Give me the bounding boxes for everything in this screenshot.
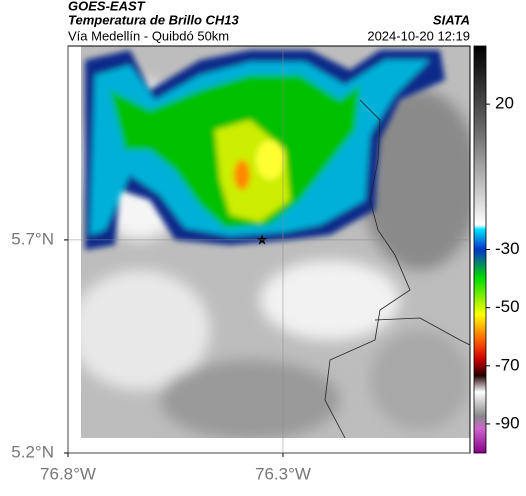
colorbar-tick-label: -90 — [495, 413, 520, 432]
y-tick-label: 5.7°N — [11, 229, 54, 248]
title: GOES-EAST — [68, 0, 146, 13]
route: Vía Medellín - Quibdó 50km — [68, 28, 229, 43]
colorbar-tick-label: -50 — [495, 297, 520, 316]
satellite-image — [81, 46, 470, 438]
source: SIATA — [433, 12, 470, 27]
y-tick-label: 5.2°N — [11, 442, 54, 461]
colorbar-tick-label: -30 — [495, 239, 520, 258]
colorbar-tick-label: 20 — [495, 94, 514, 113]
x-tick-label: 76.8°W — [40, 464, 96, 483]
x-tick-label: 76.3°W — [255, 464, 311, 483]
subtitle: Temperatura de Brillo CH13 — [68, 12, 240, 27]
datetime: 2024-10-20 12:19 — [367, 28, 470, 43]
colorbar — [473, 45, 487, 454]
colorbar-tick-label: -70 — [495, 355, 520, 374]
